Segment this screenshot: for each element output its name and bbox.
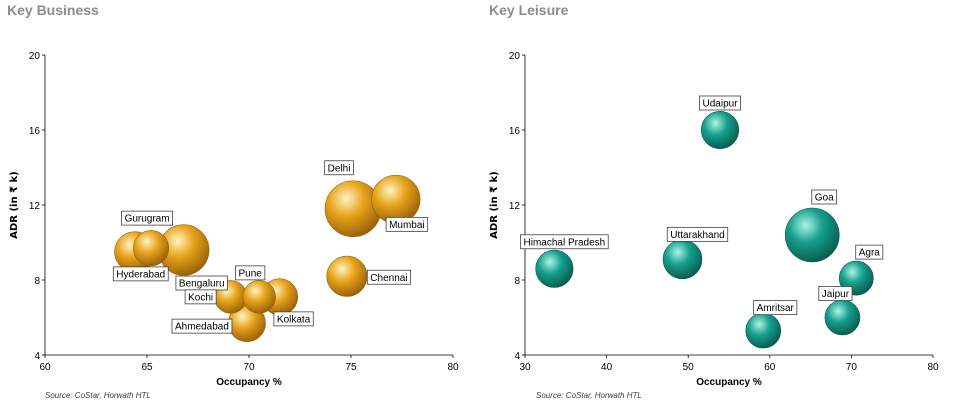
bubble-label-mumbai: Mumbai [385,216,429,232]
bubble-label-box [385,216,429,232]
x-axis-title: Occupancy % [216,377,282,388]
bubble-jaipur [824,299,861,336]
y-tick-label: 4 [514,351,520,362]
bubble-amritsar [745,312,782,349]
business-source-note: Source: CoStar, Horwath HTL [45,391,151,400]
bubble-label-text: Mumbai [389,220,425,231]
bubble-label-text: Kochi [188,292,213,303]
bubble-label-text: Kolkata [277,314,311,325]
bubble-label-box [855,244,884,260]
bubble-uttarakhand [662,239,703,280]
x-tick-label: 50 [683,362,695,373]
x-tick-label: 60 [39,362,51,373]
x-tick-label: 70 [243,362,255,373]
bubble-label-box [520,234,609,250]
bubble-mumbai [371,174,421,224]
bubble-gurugram [133,230,170,267]
bubble-label-gurugram: Gurugram [121,210,173,226]
bubble-label-box [818,286,853,301]
bubble-pune [242,280,276,314]
bubble-label-text: Udaipur [703,99,739,110]
bubble-label-himachal-pradesh: Himachal Pradesh [520,234,609,250]
bubble-label-text: Delhi [328,163,351,174]
y-tick-label: 20 [29,51,41,62]
bubble-label-box [366,269,411,285]
bubble-label-bengaluru: Bengaluru [175,275,228,291]
bubble-label-text: Himachal Pradesh [524,237,606,248]
x-tick-label: 70 [846,362,858,373]
x-tick-label: 80 [447,362,459,373]
bubble-label-text: Gurugram [125,214,170,225]
bubble-label-pune: Pune [235,265,266,281]
bubble-label-amritsar: Amritsar [753,300,798,316]
bubble-label-box [699,95,741,111]
bubble-label-udaipur: Udaipur [699,95,741,111]
bubble-label-text: Bengaluru [179,279,225,290]
x-tick-label: 65 [141,362,153,373]
y-tick-label: 16 [29,126,41,137]
x-tick-label: 75 [345,362,357,373]
bubble-delhi [324,180,382,238]
bubble-label-goa: Goa [811,189,838,205]
business-chart-title: Key Business [7,2,99,18]
bubble-label-delhi: Delhi [324,160,354,176]
bubble-label-text: Ahmedabad [175,322,229,333]
bubble-label-text: Amritsar [757,303,795,314]
bubble-label-agra: Agra [855,244,884,260]
bubble-label-box [184,289,217,305]
y-tick-label: 12 [509,201,521,212]
bubble-label-jaipur: Jaipur [818,286,853,301]
x-tick-label: 40 [601,362,613,373]
bubble-udaipur [701,110,740,150]
bubble-label-box [324,160,354,176]
y-tick-label: 16 [509,126,521,137]
bubble-label-box [666,226,729,242]
y-tick-label: 20 [509,51,521,62]
bubble-label-uttarakhand: Uttarakhand [666,226,729,242]
leisure-bubble-chart: 4 8 12 16 20 30 40 50 60 70 80 Occupancy % ADR (in ₹… [489,51,939,388]
y-axis-title: ADR (in ₹ k) [489,171,500,238]
y-tick-label: 8 [34,276,40,287]
business-bubble-chart: 4 8 12 16 20 60 65 70 75 80 Occupancy % ADR (in ₹ k… [9,51,459,388]
bubble-label-text: Goa [815,193,834,204]
x-tick-label: 80 [927,362,939,373]
x-tick-label: 60 [764,362,776,373]
y-tick-label: 12 [29,201,41,212]
bubble-label-hyderabad: Hyderabad [112,266,169,282]
bubble-label-kolkata: Kolkata [273,311,314,327]
bubble-label-box [171,318,233,334]
bubble-label-box [235,265,266,281]
bubble-goa [784,207,840,263]
x-tick-label: 30 [519,362,531,373]
bubble-label-kochi: Kochi [184,289,217,305]
bubble-label-text: Agra [859,248,881,259]
y-tick-label: 4 [34,351,40,362]
bubble-chennai [326,255,368,297]
leisure-source-note: Source: CoStar, Horwath HTL [536,391,642,400]
bubble-label-box [811,189,838,205]
bubble-label-text: Pune [239,268,263,279]
bubble-label-box [273,311,314,327]
bubble-label-text: Jaipur [822,289,850,300]
leisure-chart-title: Key Leisure [489,2,569,18]
bubble-label-ahmedabad: Ahmedabad [171,318,233,334]
bubble-label-chennai: Chennai [366,269,411,285]
bubble-label-text: Uttarakhand [670,230,724,241]
x-axis-title: Occupancy % [696,377,762,388]
bubble-label-box [121,210,173,226]
y-axis-title: ADR (in ₹ k) [9,171,20,238]
y-tick-label: 8 [514,276,520,287]
bubble-label-text: Hyderabad [116,269,165,280]
bubble-himachal-pradesh [535,249,574,288]
bubble-label-box [753,300,798,316]
bubble-label-box [112,266,169,282]
bubble-label-text: Chennai [370,273,407,284]
